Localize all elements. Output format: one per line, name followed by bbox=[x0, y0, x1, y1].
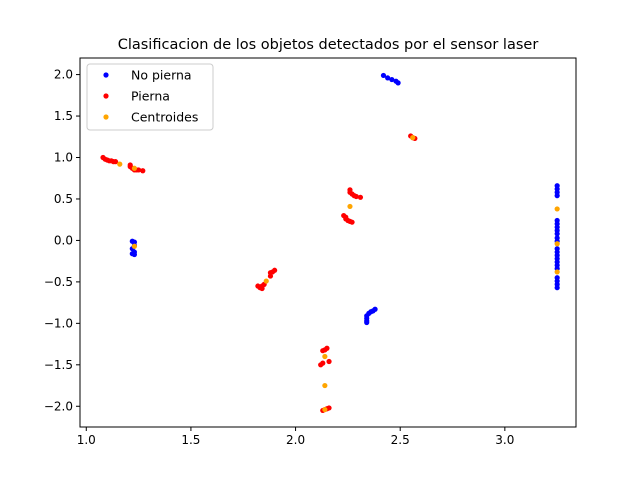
data-point bbox=[380, 72, 387, 79]
x-axis: 1.0 1.5 2.0 2.5 3.0 bbox=[77, 427, 514, 447]
x-tick-label: 2.5 bbox=[391, 433, 410, 447]
data-point bbox=[554, 285, 560, 291]
data-point bbox=[326, 405, 332, 411]
data-point bbox=[372, 306, 378, 312]
x-tick-label: 2.0 bbox=[286, 433, 305, 447]
data-points bbox=[100, 72, 560, 414]
data-point bbox=[554, 206, 560, 212]
legend-marker bbox=[103, 72, 109, 78]
y-tick-label: −0.5 bbox=[44, 275, 73, 289]
legend-box bbox=[86, 63, 214, 131]
data-point bbox=[554, 241, 560, 247]
data-point bbox=[320, 360, 326, 366]
data-point bbox=[389, 76, 395, 83]
data-point bbox=[324, 345, 330, 351]
series-centroides bbox=[117, 135, 560, 413]
data-point bbox=[131, 165, 138, 171]
y-tick-label: 1.5 bbox=[54, 109, 73, 123]
data-point bbox=[395, 80, 401, 86]
data-point bbox=[349, 219, 355, 225]
legend-marker bbox=[103, 114, 109, 120]
plot-frame bbox=[79, 57, 577, 428]
legend: No pierna Pierna Centroides bbox=[86, 63, 214, 131]
data-point bbox=[322, 382, 328, 389]
series-pierna bbox=[100, 133, 418, 414]
legend-label: No pierna bbox=[131, 68, 192, 83]
chart-title: Clasificacion de los objetos detectados … bbox=[118, 37, 539, 53]
data-point bbox=[117, 161, 123, 167]
data-point bbox=[140, 168, 146, 174]
data-point bbox=[554, 231, 560, 237]
data-point bbox=[385, 75, 391, 81]
x-tick-label: 1.0 bbox=[77, 433, 96, 447]
data-point bbox=[410, 135, 416, 141]
y-tick-label: 0.0 bbox=[54, 233, 73, 247]
data-point bbox=[135, 167, 142, 173]
y-axis: −2.0 −1.5 −1.0 −0.5 0.0 0.5 1.0 1.5 2.0 bbox=[44, 68, 80, 413]
data-point bbox=[112, 159, 119, 165]
data-point bbox=[131, 251, 138, 258]
data-point bbox=[364, 319, 370, 326]
data-point bbox=[554, 269, 560, 275]
data-point bbox=[353, 193, 359, 200]
data-point bbox=[263, 278, 269, 284]
y-tick-label: −1.0 bbox=[44, 316, 73, 330]
legend-label: Centroides bbox=[131, 110, 198, 125]
data-point bbox=[322, 353, 328, 360]
data-point bbox=[326, 358, 332, 365]
y-tick-label: −2.0 bbox=[44, 399, 73, 413]
legend-label: Pierna bbox=[131, 89, 170, 104]
legend-marker bbox=[103, 93, 109, 99]
data-point bbox=[554, 193, 560, 199]
data-point bbox=[322, 406, 328, 413]
y-tick-label: −1.5 bbox=[44, 358, 73, 372]
data-point bbox=[347, 203, 353, 210]
y-tick-label: 0.5 bbox=[54, 192, 73, 206]
data-point bbox=[131, 243, 138, 249]
data-point bbox=[357, 194, 364, 200]
data-point bbox=[272, 267, 278, 273]
y-tick-label: 1.0 bbox=[54, 151, 73, 165]
x-tick-label: 1.5 bbox=[181, 433, 200, 447]
x-tick-label: 3.0 bbox=[495, 433, 514, 447]
y-tick-label: 2.0 bbox=[54, 68, 73, 82]
